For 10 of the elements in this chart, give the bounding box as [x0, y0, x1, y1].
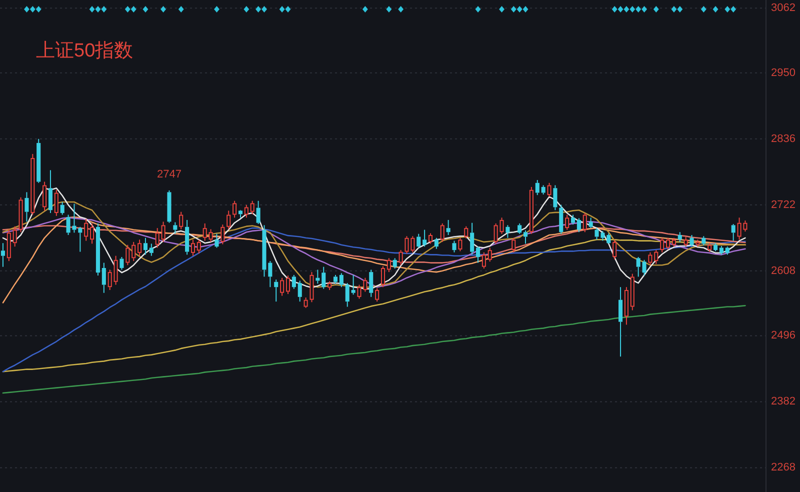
y-tick-label: 2836 [771, 132, 796, 145]
y-tick-label: 2496 [771, 330, 796, 342]
y-tick-label: 2268 [771, 462, 796, 474]
y-tick-label: 2950 [771, 66, 796, 79]
annotation: 2747 [156, 168, 182, 180]
y-tick-label: 2382 [771, 396, 796, 408]
y-tick-label: 2608 [771, 264, 796, 277]
y-tick-label: 3062 [771, 2, 796, 14]
text: 上证50指数 [36, 40, 134, 62]
y-tick-label: 2722 [771, 198, 796, 211]
